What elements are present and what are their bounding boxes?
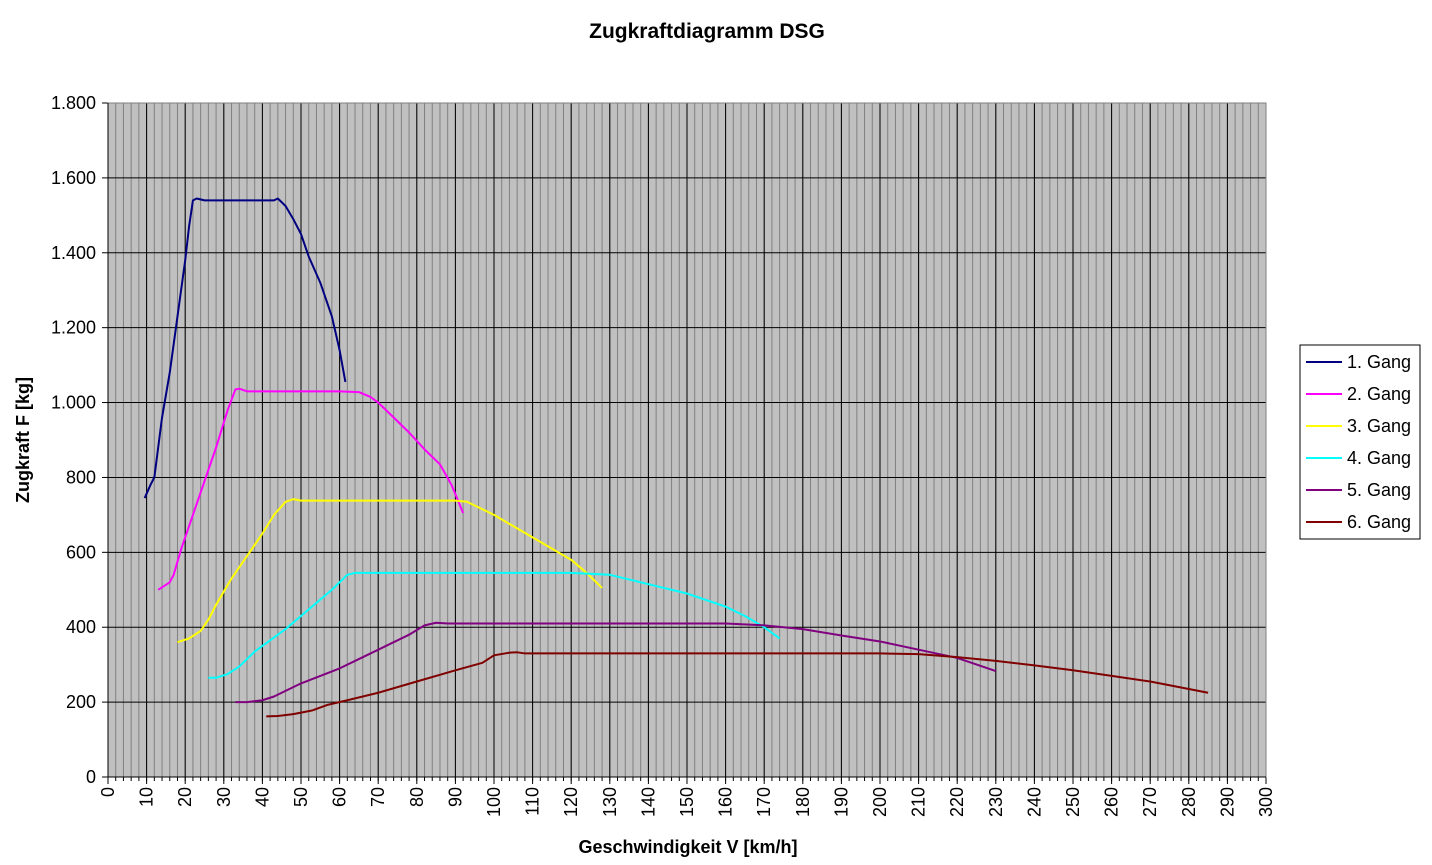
x-tick-label: 180 xyxy=(793,787,813,817)
x-tick-label: 260 xyxy=(1102,787,1122,817)
x-tick-label: 50 xyxy=(291,787,311,807)
legend-box xyxy=(1299,344,1421,540)
y-tick-label: 200 xyxy=(66,692,96,712)
series-line xyxy=(143,197,347,499)
x-tick-label: 30 xyxy=(214,787,234,807)
legend-label: 1. Gang xyxy=(1347,352,1411,372)
chart-title: Zugkraftdiagramm DSG xyxy=(589,20,825,43)
series-line xyxy=(235,621,997,704)
series-line xyxy=(208,571,781,679)
y-tick-label: 1.600 xyxy=(51,168,96,188)
x-tick-label: 140 xyxy=(638,787,658,817)
x-tick-label: 250 xyxy=(1063,787,1083,817)
x-tick-label: 160 xyxy=(716,787,736,817)
legend-label: 3. Gang xyxy=(1347,416,1411,436)
x-tick-label: 280 xyxy=(1179,787,1199,817)
legend-label: 6. Gang xyxy=(1347,512,1411,532)
x-tick-label: 240 xyxy=(1024,787,1044,817)
x-tick-label: 210 xyxy=(909,787,929,817)
x-tick-label: 10 xyxy=(137,787,157,807)
legend-label: 5. Gang xyxy=(1347,480,1411,500)
x-tick-label: 170 xyxy=(754,787,774,817)
x-tick-label: 20 xyxy=(175,787,195,807)
x-tick-label: 100 xyxy=(484,787,504,817)
x-tick-label: 230 xyxy=(986,787,1006,817)
y-tick-label: 400 xyxy=(66,617,96,637)
x-tick-label: 80 xyxy=(407,787,427,807)
x-tick-label: 120 xyxy=(561,787,581,817)
y-axis-label: Zugkraft F [kg] xyxy=(13,377,33,503)
x-tick-label: 150 xyxy=(677,787,697,817)
x-tick-label: 200 xyxy=(870,787,890,817)
y-tick-label: 1.000 xyxy=(51,393,96,413)
y-tick-label: 0 xyxy=(86,767,96,787)
x-tick-label: 90 xyxy=(445,787,465,807)
plot-area: 0 10 20 30 40 50 60 70 80 90 100 110 120 130 140 150 160… xyxy=(51,93,1276,817)
legend-label: 4. Gang xyxy=(1347,448,1411,468)
x-tick-label: 60 xyxy=(330,787,350,807)
x-axis-label: Geschwindigkeit V [km/h] xyxy=(578,837,797,857)
x-tick-label: 290 xyxy=(1217,787,1237,817)
x-tick-label: 110 xyxy=(523,787,543,816)
x-tick-label: 40 xyxy=(252,787,272,807)
legend-label: 2. Gang xyxy=(1347,384,1411,404)
series-line xyxy=(266,651,1209,718)
x-tick-label: 190 xyxy=(831,787,851,817)
x-tick-label: 70 xyxy=(368,787,388,807)
y-tick-label: 800 xyxy=(66,467,96,487)
x-tick-label: 300 xyxy=(1256,787,1276,817)
x-tick-label: 270 xyxy=(1140,787,1160,817)
x-tick-label: 220 xyxy=(947,787,967,817)
y-tick-label: 1.800 xyxy=(51,93,96,113)
y-tick-label: 1.200 xyxy=(51,318,96,338)
y-tick-label: 600 xyxy=(66,542,96,562)
y-tick-label: 1.400 xyxy=(51,243,96,263)
series-line xyxy=(177,498,603,644)
x-tick-label: 0 xyxy=(98,787,118,797)
legend: 1. Gang 2. Gang 3. Gang 4. Gang 5. Gang 6. Ga… xyxy=(1299,344,1421,540)
x-tick-label: 130 xyxy=(600,787,620,817)
series-line xyxy=(157,387,465,591)
